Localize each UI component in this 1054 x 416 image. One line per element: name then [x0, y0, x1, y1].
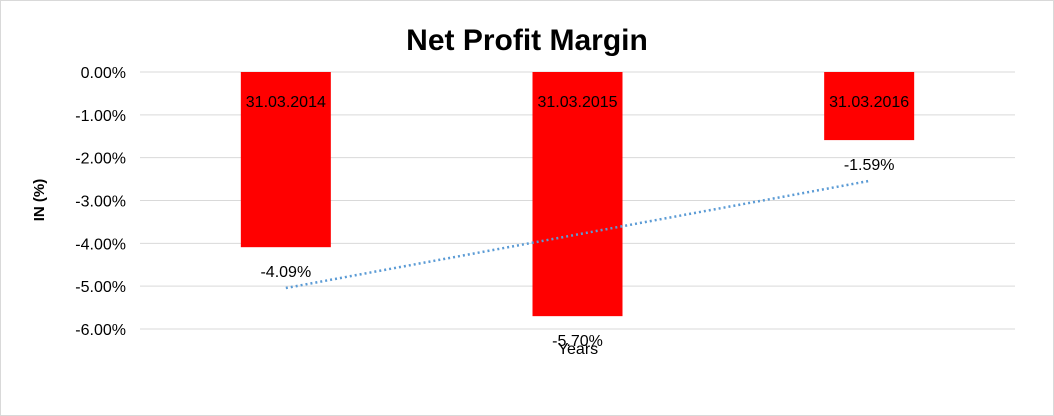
- bars: [240, 72, 915, 317]
- category-label: 31.03.2014: [246, 94, 326, 111]
- chart-title: Net Profit Margin: [406, 24, 648, 57]
- data-label: -1.59%: [844, 157, 895, 174]
- bar: [532, 72, 623, 317]
- category-label: 31.03.2016: [829, 94, 909, 111]
- y-tick-label: -2.00%: [75, 151, 126, 168]
- data-label: -4.09%: [260, 264, 311, 281]
- category-label: 31.03.2015: [537, 94, 617, 111]
- category-labels: 31.03.2014 31.03.2015 31.03.2016: [246, 94, 910, 111]
- y-tick-label: -1.00%: [75, 108, 126, 125]
- y-tick-label: -3.00%: [75, 194, 126, 211]
- x-axis-title: Years: [558, 341, 598, 358]
- y-tick-label: -6.00%: [75, 322, 126, 339]
- data-label: -5.70%: [552, 333, 603, 350]
- y-tick-label: 0.00%: [81, 65, 126, 82]
- trendline-path: [285, 179, 870, 290]
- bar: [240, 72, 331, 248]
- y-axis-tick-labels: 0.00% -1.00% -2.00% -3.00% -4.00% -5.00% -6.00…: [75, 65, 126, 339]
- trendline: [285, 179, 870, 290]
- bar: [824, 72, 915, 141]
- y-tick-label: -5.00%: [75, 279, 126, 296]
- y-tick-label: -4.00%: [75, 236, 126, 253]
- y-axis-title: IN (%): [31, 179, 48, 222]
- data-labels: -4.09% -5.70% -1.59%: [260, 157, 894, 350]
